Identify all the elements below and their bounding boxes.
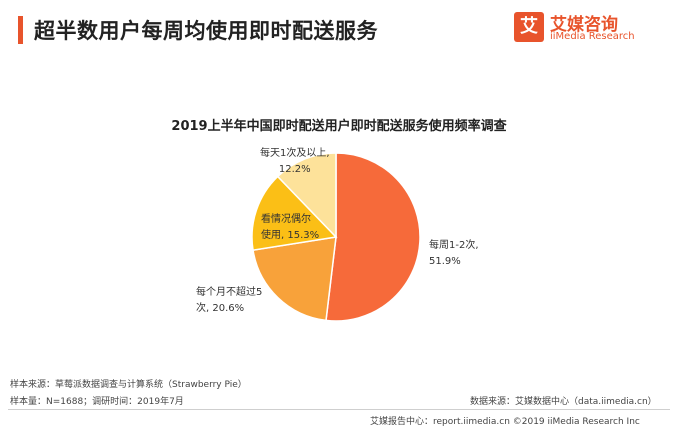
footer-credit: 艾媒报告中心：report.iimedia.cn ©2019 iiMedia R… (370, 417, 640, 427)
footer-sample-source: 样本来源：草莓派数据调查与计算系统（Strawberry Pie） (10, 380, 247, 390)
label-monthly: 每个月不超过5 次, 20.6% (196, 285, 262, 317)
footer-divider (8, 409, 670, 410)
slice-monthly (252, 236, 337, 322)
label-occasional-value: 15.3% (287, 230, 320, 241)
slice-daily (276, 152, 337, 239)
footer-data-source: 数据来源：艾媒数据中心（data.iimedia.cn） (470, 397, 657, 407)
label-daily-name: 每天1次及以上, (260, 148, 330, 159)
logo-name: 艾媒咨询 (550, 15, 618, 35)
label-occasional-name: 看情况偶尔 (261, 214, 311, 225)
label-occasional: 看情况偶尔 使用, 15.3% (261, 212, 319, 244)
title-accent-bar (18, 16, 23, 44)
logo-subtitle: iiMedia Research (550, 31, 635, 42)
label-weekly: 每周1-2次, 51.9% (429, 238, 479, 270)
slice-weekly (325, 152, 421, 322)
footer-sample-size: 样本量：N=1688；调研时间：2019年7月 (10, 397, 184, 407)
logo-mark: 艾 (514, 12, 544, 42)
label-weekly-value: 51.9% (429, 256, 461, 267)
label-monthly-value: 20.6% (212, 303, 245, 314)
label-daily-value: 12.2% (278, 164, 311, 175)
label-monthly-name2: 次, (196, 303, 210, 314)
slice-occasional (251, 175, 338, 251)
label-occasional-name2: 使用, (261, 230, 285, 241)
label-daily: 每天1次及以上, 12.2% (260, 146, 330, 178)
label-monthly-name: 每个月不超过5 (196, 287, 263, 298)
chart-title: 2019上半年中国即时配送用户即时配送服务使用频率调查 (171, 119, 507, 134)
brand-logo: 艾 艾媒咨询 iiMedia Research (514, 12, 654, 46)
page-title: 超半数用户每周均使用即时配送服务 (34, 19, 378, 43)
label-weekly-name: 每周1-2次, (429, 240, 479, 251)
